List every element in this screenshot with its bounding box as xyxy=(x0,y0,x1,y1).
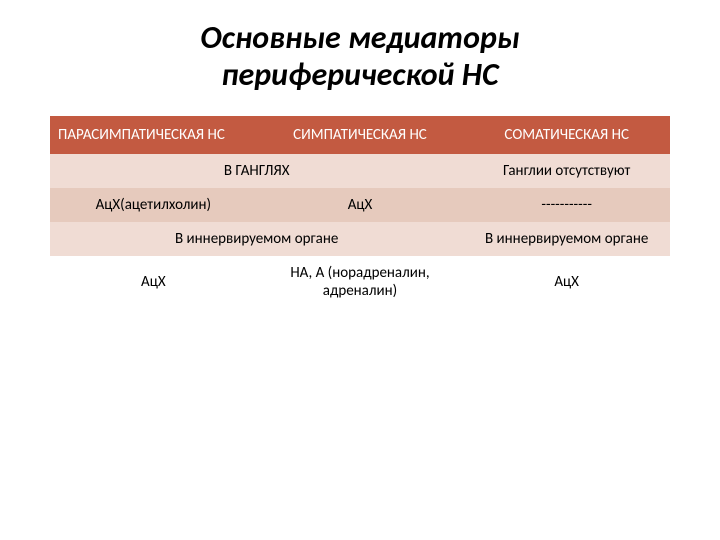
table-header-row: ПАРАСИМПАТИЧЕСКАЯ НС СИМПАТИЧЕСКАЯ НС СО… xyxy=(50,116,670,154)
cell-ganglia-label: В ГАНГЛЯХ xyxy=(50,154,463,188)
col-header-sympathetic: СИМПАТИЧЕСКАЯ НС xyxy=(257,116,464,154)
title-line-2: периферической НС xyxy=(221,55,498,94)
cell-ganglia-symp: АцХ xyxy=(257,188,464,222)
table-row: АцХ НА, А (норадреналин, адреналин) АцХ xyxy=(50,256,670,308)
cell-ganglia-somatic: Ганглии отсутствуют xyxy=(463,154,670,188)
slide-title: Основные медиаторы периферической НС xyxy=(50,20,670,94)
mediators-table: ПАРАСИМПАТИЧЕСКАЯ НС СИМПАТИЧЕСКАЯ НС СО… xyxy=(50,116,670,308)
cell-organ-symp: НА, А (норадреналин, адреналин) xyxy=(257,256,464,308)
col-header-somatic: СОМАТИЧЕСКАЯ НС xyxy=(463,116,670,154)
cell-organ-somatic: В иннервируемом органе xyxy=(463,222,670,256)
title-line-1: Основные медиаторы xyxy=(200,18,519,57)
cell-organ-label: В иннервируемом органе xyxy=(50,222,463,256)
table-row: В ГАНГЛЯХ Ганглии отсутствуют xyxy=(50,154,670,188)
slide: Основные медиаторы периферической НС ПАР… xyxy=(0,0,720,540)
table-row: В иннервируемом органе В иннервируемом о… xyxy=(50,222,670,256)
cell-ganglia-som: ----------- xyxy=(463,188,670,222)
cell-organ-para: АцХ xyxy=(50,256,257,308)
col-header-parasympathetic: ПАРАСИМПАТИЧЕСКАЯ НС xyxy=(50,116,257,154)
cell-ganglia-para: АцХ(ацетилхолин) xyxy=(50,188,257,222)
table-row: АцХ(ацетилхолин) АцХ ----------- xyxy=(50,188,670,222)
cell-organ-som: АцХ xyxy=(463,256,670,308)
